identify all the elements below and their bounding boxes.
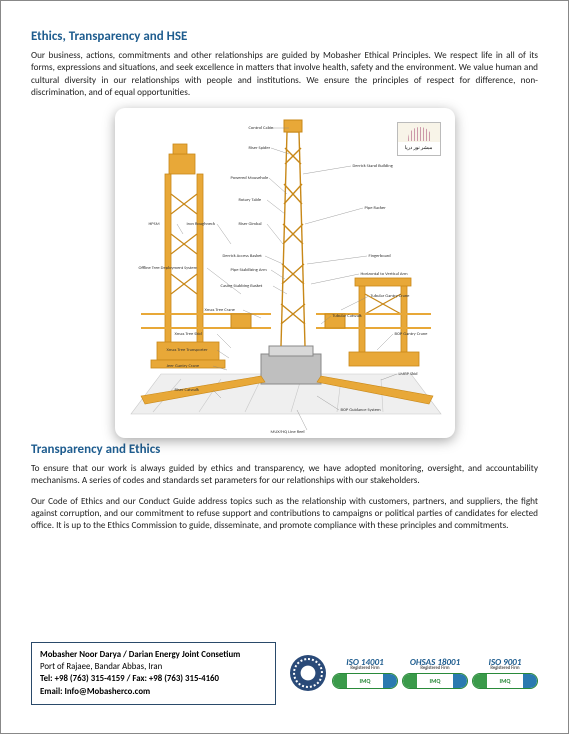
imq-badge-3: IMQ [472,673,538,689]
contact-line1: Mobasher Noor Darya / Darian Energy Join… [40,649,267,661]
rig-label: Fingerboard [369,254,391,259]
rig-label: HPSM [149,222,160,227]
rig-label: Pipe Racker [365,206,386,211]
rig-label: Riser Gimbal [239,222,262,227]
ohsas-18001: OHSAS 18001 Registered Firm [402,658,468,672]
cert-area: ISO 14001 Registered Firm OHSAS 18001 Re… [290,655,538,691]
rig-label: Riser Spider [249,146,271,151]
rig-label: Jeer Gantry Crane [167,364,200,369]
cert-seal-icon [290,655,326,691]
rig-label: Xmas Tree Skid [175,332,202,337]
rig-label: Horizontal to Vertical Arm [361,272,408,277]
rig-label: MUX/HQ Line Reel [271,430,305,435]
rig-label: Derrick Stand Building [353,164,393,169]
iso-9001: ISO 9001 Registered Firm [472,658,538,672]
rig-label: Tubular Catwalk [333,314,362,319]
section2-paragraph2: Our Code of Ethics and our Conduct Guide… [31,496,538,533]
rig-label: Control Cabin [249,126,274,131]
rig-label: BOP Gantry Crane [395,332,428,337]
section1-paragraph: Our business, actions, commitments and o… [31,50,538,100]
rig-label: Riser Catwalk [175,388,199,393]
section1-heading: Ethics, Transparency and HSE [31,29,538,44]
contact-box: Mobasher Noor Darya / Darian Energy Join… [31,642,276,705]
iso-title-row: ISO 14001 Registered Firm OHSAS 18001 Re… [332,658,538,672]
rig-diagram: Control Cabin Riser Spider Powered Mouseho… [115,108,455,438]
rig-label: Derrick Access Basket [223,254,262,259]
contact-line2: Port of Rajaee, Bandar Abbas, Iran [40,661,267,673]
contact-line3: Tel: +98 (763) 315-4159 / Fax: +98 (763)… [40,673,267,685]
rig-label: Tubular Gantry Crane [371,294,410,299]
rig-label: Offline Tree Deployment System [139,266,198,271]
badge-row: IMQ IMQ IMQ [332,673,538,689]
rig-label: Iron Roughneck [187,222,216,227]
rig-label: Powered Mousehole [231,176,269,181]
rig-label: Pipe Stabilizing Arm [231,268,267,273]
page-footer: Mobasher Noor Darya / Darian Energy Join… [31,642,538,705]
contact-line4: Email: Info@Mobasherco.com [40,686,267,698]
company-logo: مبشر نور دریا [397,122,441,156]
imq-badge-2: IMQ [402,673,468,689]
rig-label: Casing Stabbing Basket [221,284,263,289]
rig-label: LMRP Skid [399,372,418,377]
iso-14001: ISO 14001 Registered Firm [332,658,398,672]
imq-badge-1: IMQ [332,673,398,689]
rig-label: BOP Guidance System [341,408,381,413]
section2-paragraph1: To ensure that our work is always guided… [31,463,538,488]
rig-label: Rotary Table [239,198,262,203]
section2-heading: Transparency and Ethics [31,442,538,457]
rig-label: Xmas Tree Crane [205,308,235,313]
rig-label: Xmas Tree Transporter [167,348,208,353]
